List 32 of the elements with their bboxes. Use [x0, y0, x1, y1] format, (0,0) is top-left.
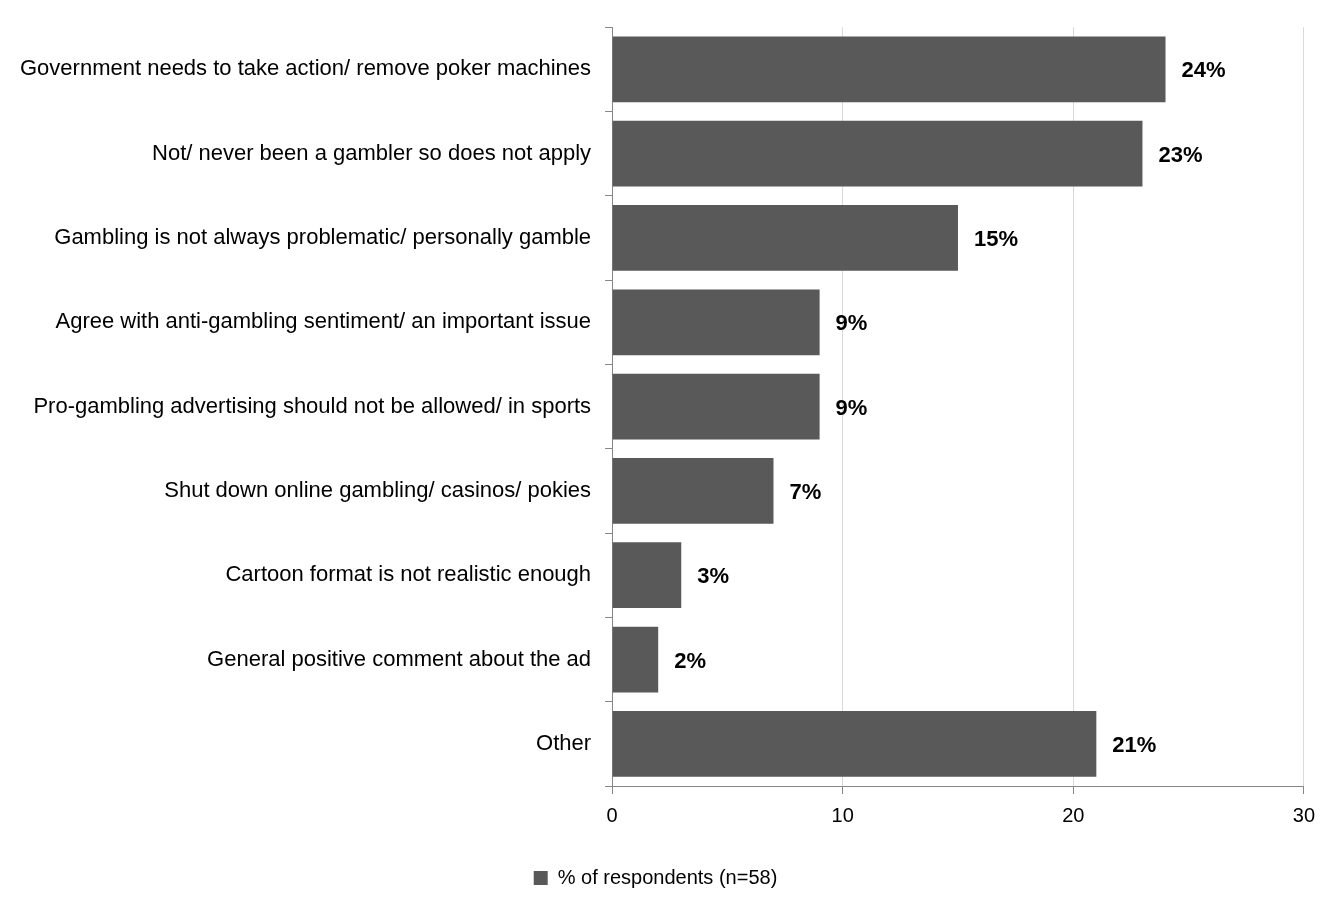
y-tick-label: Other	[536, 729, 592, 755]
data-label: 15%	[973, 226, 1019, 252]
bar	[612, 710, 1097, 777]
bar	[612, 120, 1143, 187]
data-label: 7%	[789, 478, 822, 504]
bar	[612, 289, 820, 356]
data-label: 3%	[697, 563, 730, 589]
data-label: 23%	[1158, 141, 1203, 167]
x-tick-label: 0	[606, 803, 618, 826]
data-label: 24%	[1181, 57, 1226, 83]
bar	[612, 542, 682, 609]
x-tick-label: 10	[831, 803, 854, 826]
data-label: 9%	[835, 394, 868, 420]
bar	[612, 205, 958, 271]
y-tick-label: Gambling is not always problematic/ personally gamble	[54, 224, 592, 250]
x-tick-label: 20	[1062, 803, 1085, 826]
y-tick-label: Agree with anti-gambling sentiment/ an important issue	[55, 308, 592, 334]
x-tick-label: 30	[1292, 803, 1315, 826]
y-tick-label: General positive comment about the ad	[207, 645, 592, 671]
legend-label: % of respondents (n=58)	[557, 865, 778, 888]
y-tick-label: Shut down online gambling/ casinos/ pokies	[164, 476, 592, 502]
y-tick-label: Pro-gambling advertising should not be allowed/ in sports	[33, 392, 592, 418]
data-label: 2%	[674, 647, 706, 673]
bar	[612, 626, 659, 693]
bar	[612, 36, 1166, 103]
y-tick-label: Not/ never been a gambler so does not apply	[152, 139, 592, 165]
data-label: 21%	[1112, 731, 1157, 757]
bar	[612, 373, 820, 440]
data-label: 9%	[835, 310, 868, 336]
y-tick-label: Government needs to take action/ remove poker machines	[20, 55, 592, 81]
y-tick-label: Cartoon format is not realistic enough	[225, 561, 592, 587]
bar	[612, 458, 774, 524]
